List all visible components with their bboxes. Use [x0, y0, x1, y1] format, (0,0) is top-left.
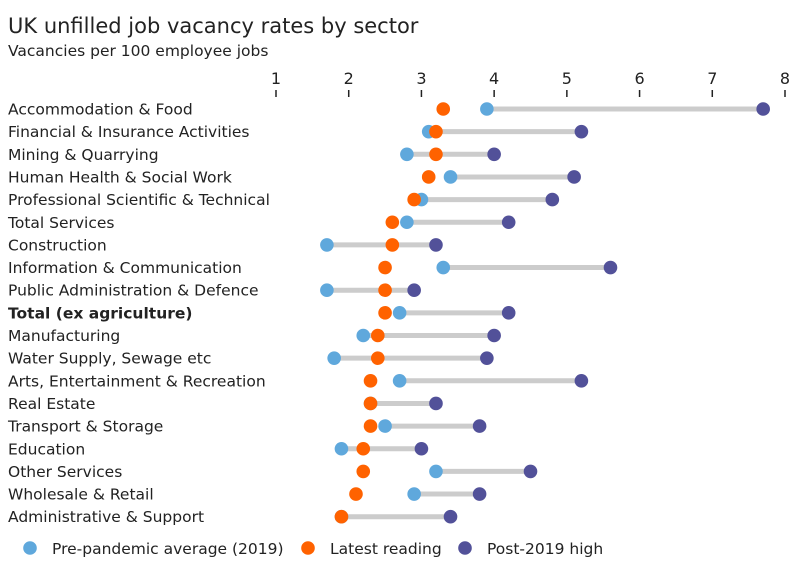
dot-post-2019-high	[472, 487, 487, 501]
dot-pre-pandemic-average-2019	[356, 328, 371, 343]
dot-post-2019-high	[756, 102, 770, 116]
x-tick-label: 7	[707, 69, 717, 88]
x-tick-label: 6	[634, 69, 644, 88]
dot-post-2019-high	[407, 283, 421, 298]
category-label: Total (ex agriculture)	[8, 304, 192, 322]
dot-pre-pandemic-average-2019	[320, 238, 334, 252]
dot-latest-reading	[378, 306, 392, 320]
legend-label: Latest reading	[330, 540, 442, 558]
dot-pre-pandemic-average-2019	[443, 170, 458, 184]
dot-post-2019-high	[487, 147, 501, 162]
legend-label: Pre-pandemic average (2019)	[52, 540, 284, 558]
dot-post-2019-high	[443, 509, 458, 524]
category-label: Mining & Quarrying	[8, 146, 159, 164]
dot-latest-reading	[429, 124, 443, 139]
legend-marker	[458, 541, 472, 555]
category-label: Accommodation & Food	[8, 101, 193, 119]
dot-pre-pandemic-average-2019	[327, 351, 341, 365]
category-label: Administrative & Support	[8, 508, 204, 526]
dot-latest-reading	[356, 464, 371, 479]
dot-post-2019-high	[567, 170, 581, 184]
dot-post-2019-high	[523, 464, 538, 479]
category-label: Professional Scientific & Technical	[8, 191, 270, 209]
dot-pre-pandemic-average-2019	[436, 260, 451, 275]
category-label: Human Health & Social Work	[8, 168, 232, 186]
x-tick-label: 2	[344, 69, 354, 88]
dot-post-2019-high	[501, 215, 516, 230]
dot-post-2019-high	[480, 351, 494, 365]
dot-post-2019-high	[501, 306, 516, 320]
dot-latest-reading	[334, 509, 349, 524]
category-label: Water Supply, Sewage etc	[8, 350, 211, 368]
dot-post-2019-high	[429, 396, 443, 411]
dot-latest-reading	[385, 215, 400, 230]
dot-pre-pandemic-average-2019	[480, 102, 494, 116]
dot-latest-reading	[363, 374, 378, 388]
x-tick-label: 4	[489, 69, 499, 88]
dot-post-2019-high	[574, 124, 589, 139]
dot-post-2019-high	[487, 328, 501, 343]
category-label: Arts, Entertainment & Recreation	[8, 372, 266, 390]
dot-post-2019-high	[603, 260, 618, 275]
dot-pre-pandemic-average-2019	[378, 419, 392, 433]
dot-latest-reading	[429, 147, 443, 162]
dot-latest-reading	[421, 170, 436, 184]
chart-subtitle: Vacancies per 100 employee jobs	[8, 42, 269, 60]
category-label: Education	[8, 440, 85, 458]
x-tick-label: 8	[780, 69, 790, 88]
x-tick-label: 5	[562, 69, 572, 88]
dot-pre-pandemic-average-2019	[400, 215, 414, 230]
category-label: Financial & Insurance Activities	[8, 123, 250, 141]
dot-latest-reading	[385, 238, 400, 252]
dot-latest-reading	[371, 328, 385, 343]
dot-latest-reading	[378, 283, 392, 298]
dot-latest-reading	[378, 260, 392, 275]
dot-latest-reading	[407, 192, 421, 207]
dot-pre-pandemic-average-2019	[392, 306, 407, 320]
dot-pre-pandemic-average-2019	[392, 374, 407, 388]
dot-pre-pandemic-average-2019	[429, 464, 443, 479]
dot-latest-reading	[349, 487, 363, 501]
category-label: Wholesale & Retail	[8, 486, 154, 504]
category-label: Transport & Storage	[7, 418, 163, 436]
category-label: Public Administration & Defence	[8, 282, 259, 300]
chart-title: UK unfilled job vacancy rates by sector	[8, 14, 419, 38]
dot-post-2019-high	[545, 192, 560, 207]
category-label: Construction	[8, 236, 107, 254]
legend-marker	[301, 541, 315, 555]
dot-pre-pandemic-average-2019	[407, 487, 421, 501]
dot-latest-reading	[363, 419, 378, 433]
category-label: Other Services	[8, 463, 122, 481]
x-tick-label: 3	[416, 69, 426, 88]
dot-post-2019-high	[574, 374, 589, 388]
category-label: Manufacturing	[8, 327, 120, 345]
legend-marker	[23, 541, 37, 555]
dot-latest-reading	[356, 441, 371, 456]
dot-post-2019-high	[429, 238, 443, 252]
dot-latest-reading	[363, 396, 378, 411]
category-label: Information & Communication	[8, 259, 242, 277]
legend-label: Post-2019 high	[487, 540, 603, 558]
x-tick-label: 1	[271, 69, 281, 88]
category-label: Real Estate	[8, 395, 95, 413]
dot-pre-pandemic-average-2019	[320, 283, 334, 298]
category-label: Total Services	[7, 214, 115, 232]
dot-latest-reading	[436, 102, 451, 116]
dot-latest-reading	[371, 351, 385, 365]
dot-post-2019-high	[472, 419, 487, 433]
dot-post-2019-high	[414, 441, 429, 456]
dot-pre-pandemic-average-2019	[334, 441, 349, 456]
dot-pre-pandemic-average-2019	[400, 147, 414, 162]
